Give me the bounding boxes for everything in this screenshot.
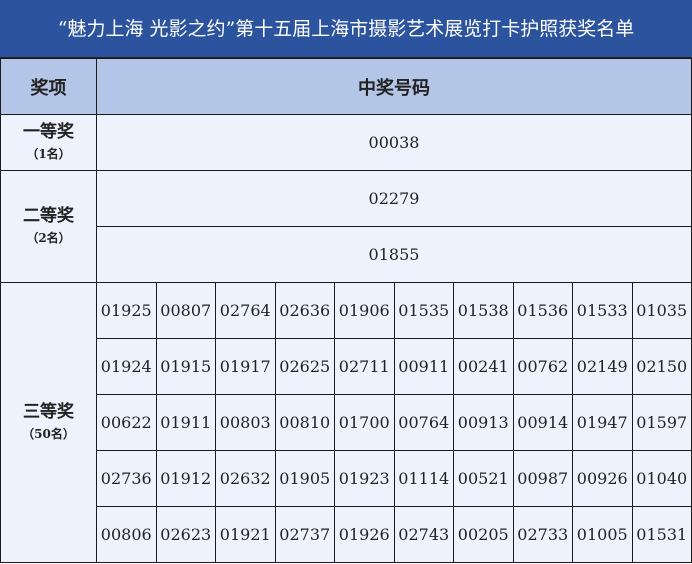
winning-number: 00803 bbox=[215, 394, 276, 451]
header-prize: 奖项 bbox=[0, 58, 97, 115]
winning-number: 00205 bbox=[453, 506, 514, 563]
winning-number: 01040 bbox=[631, 450, 692, 507]
winning-number: 01905 bbox=[274, 450, 335, 507]
prize-count: （2名） bbox=[26, 230, 71, 245]
winning-number: 00241 bbox=[453, 338, 514, 395]
third-prize-row: 三等奖 （50名） 01925 00807 02764 02636 01906 01535 01… bbox=[0, 282, 692, 563]
third-prize-row: 00806 02623 01921 02737 01926 02743 00205 02733… bbox=[1, 506, 692, 563]
prize-name: 二等奖 bbox=[23, 205, 74, 226]
winning-number: 02149 bbox=[572, 338, 633, 395]
winning-number: 01538 bbox=[453, 282, 514, 339]
third-prize-row: 00622 01911 00803 00810 01700 00764 00913 00914… bbox=[1, 394, 692, 451]
winning-number: 01855 bbox=[96, 226, 692, 283]
second-prize-row: 二等奖 （2名） 02279 bbox=[0, 170, 692, 283]
winning-number: 02733 bbox=[512, 506, 573, 563]
winning-number: 00914 bbox=[512, 394, 573, 451]
winning-number: 02623 bbox=[155, 506, 216, 563]
winning-number: 00810 bbox=[274, 394, 335, 451]
header-row: 奖项 中奖号码 bbox=[0, 58, 692, 115]
winning-number: 01535 bbox=[393, 282, 454, 339]
winning-number: 02743 bbox=[393, 506, 454, 563]
winning-number: 02764 bbox=[215, 282, 276, 339]
winning-number: 00926 bbox=[572, 450, 633, 507]
winning-number: 02711 bbox=[334, 338, 395, 395]
third-prize-row: 02736 01912 02632 01905 01923 01114 00521 00987… bbox=[1, 450, 692, 507]
winning-number: 02636 bbox=[274, 282, 335, 339]
winners-table: 奖项 中奖号码 一等奖 （1名） 00038 二等奖 （2名） 02279 01… bbox=[0, 58, 692, 563]
winning-number: 00622 bbox=[96, 394, 157, 451]
second-prize-row: 01855 bbox=[1, 226, 692, 283]
winning-number: 02736 bbox=[96, 450, 157, 507]
winning-number: 00913 bbox=[453, 394, 514, 451]
winning-number: 00807 bbox=[155, 282, 216, 339]
winning-number: 01035 bbox=[631, 282, 692, 339]
winning-number: 02737 bbox=[274, 506, 335, 563]
winning-number: 01924 bbox=[96, 338, 157, 395]
winning-number: 00911 bbox=[393, 338, 454, 395]
third-prize-row: 01924 01915 01917 02625 02711 00911 00241 00762… bbox=[1, 338, 692, 395]
winning-number: 02150 bbox=[631, 338, 692, 395]
winning-number: 01921 bbox=[215, 506, 276, 563]
winning-number: 01923 bbox=[334, 450, 395, 507]
winning-number: 01531 bbox=[631, 506, 692, 563]
winning-number: 01926 bbox=[334, 506, 395, 563]
winning-number: 01536 bbox=[512, 282, 573, 339]
winning-number: 01533 bbox=[572, 282, 633, 339]
first-prize-label: 一等奖 （1名） bbox=[0, 114, 97, 171]
winning-number: 01911 bbox=[155, 394, 216, 451]
prize-name: 一等奖 bbox=[23, 121, 74, 142]
winning-number: 01947 bbox=[572, 394, 633, 451]
winning-number: 00806 bbox=[96, 506, 157, 563]
prize-count: （50名） bbox=[22, 426, 75, 441]
winning-number: 01005 bbox=[572, 506, 633, 563]
winning-number: 01700 bbox=[334, 394, 395, 451]
winning-number: 01917 bbox=[215, 338, 276, 395]
winning-number: 01906 bbox=[334, 282, 395, 339]
winning-number: 01915 bbox=[155, 338, 216, 395]
first-prize-row: 一等奖 （1名） 00038 bbox=[0, 114, 692, 171]
page-title: “魅力上海 光影之约”第十五届上海市摄影艺术展览打卡护照获奖名单 bbox=[0, 0, 692, 58]
winning-number: 01925 bbox=[96, 282, 157, 339]
winning-number: 00762 bbox=[512, 338, 573, 395]
winning-number: 02632 bbox=[215, 450, 276, 507]
prize-name: 三等奖 bbox=[23, 401, 74, 422]
winning-number: 01597 bbox=[631, 394, 692, 451]
winning-number: 00987 bbox=[512, 450, 573, 507]
third-prize-label: 三等奖 （50名） bbox=[0, 282, 97, 563]
winning-number: 01114 bbox=[393, 450, 454, 507]
winning-number: 00521 bbox=[453, 450, 514, 507]
winning-number: 00764 bbox=[393, 394, 454, 451]
prize-count: （1名） bbox=[26, 146, 71, 161]
winning-number: 02625 bbox=[274, 338, 335, 395]
winning-number: 01912 bbox=[155, 450, 216, 507]
winning-number: 00038 bbox=[96, 114, 692, 171]
second-prize-label: 二等奖 （2名） bbox=[0, 170, 97, 283]
header-numbers: 中奖号码 bbox=[96, 58, 692, 115]
winning-number: 02279 bbox=[96, 170, 692, 227]
